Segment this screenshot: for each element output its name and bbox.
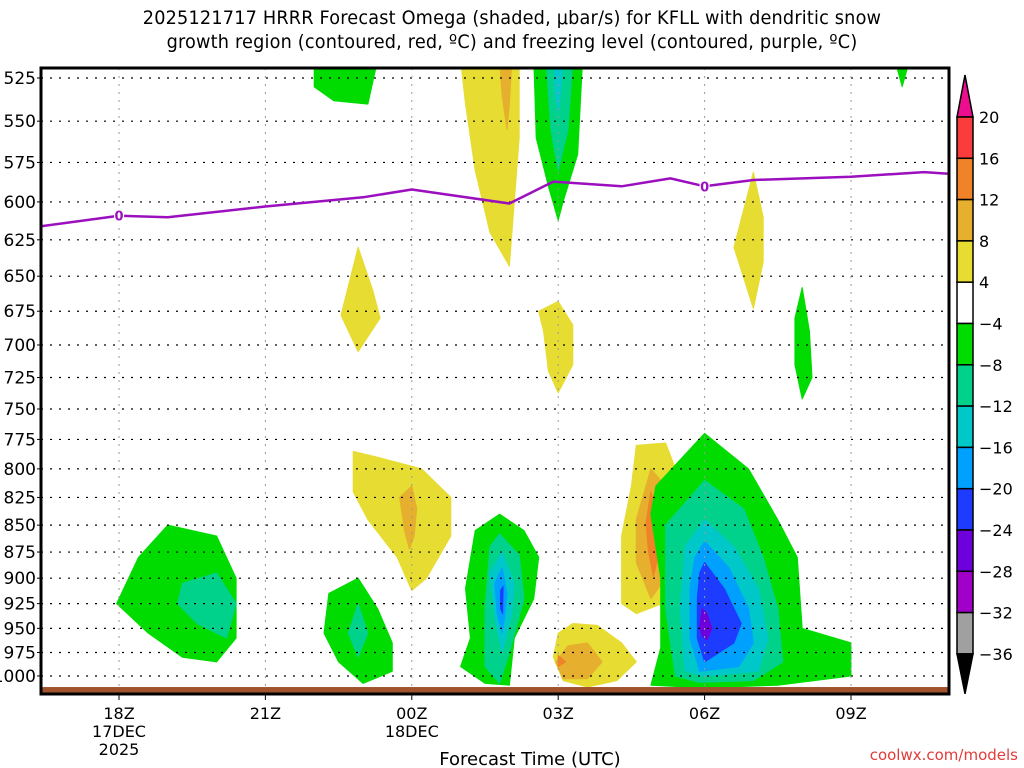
x-tick-label: 06Z [689, 704, 720, 723]
y-tick-label: 975 [4, 643, 36, 663]
y-tick-label: 575 [4, 153, 36, 173]
x-tick-label: 17DEC [92, 722, 146, 741]
colorbar-swatch [956, 529, 974, 573]
colorbar-tick-label: −36 [979, 645, 1013, 664]
freezing-level-label: 0 [700, 180, 709, 195]
x-tick-label: 18Z [103, 704, 134, 723]
x-tick-label: 18DEC [385, 722, 439, 741]
colorbar-bottom-arrow [956, 653, 974, 695]
plot-frame [39, 66, 951, 696]
omega-region-cyan-column-03z [553, 68, 564, 114]
freezing-level-label: 0 [114, 210, 123, 225]
y-tick-label: 925 [4, 595, 36, 615]
omega-region-yellow-0000z [352, 450, 452, 591]
omega-region-orange-0300z [555, 642, 603, 680]
y-tick-label: 725 [4, 369, 36, 389]
colorbar-swatch [956, 570, 974, 614]
colorbar-swatch [956, 198, 974, 242]
colorbar-tick-label: −20 [979, 480, 1013, 499]
colorbar-tick-label: −28 [979, 562, 1013, 581]
freezing-level-label-bg [699, 179, 710, 194]
y-tick-label: 950 [4, 619, 36, 639]
credit-link[interactable]: coolwx.com/models [870, 746, 1018, 764]
omega-region-teal-column-03z [546, 68, 573, 171]
y-tick-label: 750 [4, 400, 36, 420]
colorbar-tick-label: 8 [979, 232, 989, 251]
omega-region-yellow-diamond-23z [340, 246, 381, 353]
x-tick-label: 21Z [250, 704, 281, 723]
omega-region-yellow-diamond-07z [733, 171, 764, 309]
colorbar-tick-label: 20 [979, 108, 999, 127]
y-tick-label: 775 [4, 430, 36, 450]
colorbar-tick-label: −12 [979, 397, 1013, 416]
colorbar-swatch [956, 446, 974, 490]
y-tick-label: 550 [4, 112, 36, 132]
y-tick-label: 825 [4, 488, 36, 508]
y-tick-label: 600 [4, 193, 36, 213]
gridlines [41, 68, 949, 694]
omega-region-yellow-below-03z [538, 301, 574, 394]
x-tick-label: 03Z [543, 704, 574, 723]
colorbar-tick-label: 12 [979, 191, 999, 210]
colorbar-tick-label: −32 [979, 604, 1013, 623]
y-tick-label: 700 [4, 336, 36, 356]
y-tick-label: 525 [4, 69, 36, 89]
colorbar-swatch [956, 322, 974, 366]
colorbar-tick-label: −24 [979, 521, 1013, 540]
colorbar-swatch [956, 116, 974, 160]
colorbar-top-arrow [956, 74, 974, 118]
colorbar-tick-label: −8 [979, 356, 1003, 375]
colorbar-tick-label: 16 [979, 149, 999, 168]
x-axis-label: Forecast Time (UTC) [439, 749, 620, 768]
omega-region-green-top-right [896, 68, 908, 88]
y-tick-label: 675 [4, 302, 36, 322]
colorbar-swatch [956, 157, 974, 201]
y-axis: 525 550 575 600 625 650 675 700 725 750 775 800 825 8… [0, 69, 41, 687]
colorbar-swatch [956, 611, 974, 655]
terrain-fill [41, 687, 949, 694]
omega-region-orange-0000z [399, 485, 418, 550]
y-tick-label: 800 [4, 460, 36, 480]
omega-region-darkblue-0130z [500, 585, 504, 615]
colorbar-swatch [956, 240, 974, 283]
x-tick-label: 2025 [99, 740, 140, 759]
freezing-level-layer: 00 [41, 170, 949, 228]
colorbar-swatch [956, 364, 974, 407]
x-tick-label: 09Z [835, 704, 866, 723]
omega-region-green-upper-left [313, 68, 377, 105]
terrain-layer [41, 687, 949, 694]
freezing-level-label-bg [114, 208, 124, 223]
omega-region-teal-2230z [347, 603, 369, 658]
y-tick-label: 875 [4, 543, 36, 563]
colorbar-swatch [956, 281, 974, 325]
colorbar-tick-label: −4 [979, 315, 1003, 334]
colorbar: 20 16 12 8 4 −4 −8 −12 −16 −20 −24 −28 −32 −36 [956, 74, 1013, 695]
y-tick-label: 850 [4, 516, 36, 536]
y-tick-label: 900 [4, 569, 36, 589]
y-tick-label: 625 [4, 231, 36, 251]
chart-title-line2: growth region (contoured, red, ºC) and f… [166, 31, 858, 53]
chart-title-line1: 2025121717 HRRR Forecast Omega (shaded, … [142, 7, 882, 29]
freezing-level-line [41, 170, 949, 228]
omega-region-orange-tall-column [499, 68, 512, 131]
colorbar-tick-label: 4 [979, 273, 989, 292]
chart-title: 2025121717 HRRR Forecast Omega (shaded, … [36, 6, 988, 54]
x-tick-label: 00Z [396, 704, 427, 723]
colorbar-swatch [956, 487, 974, 531]
omega-region-green-sliver-08z [794, 287, 813, 400]
omega-shading-layer [116, 68, 908, 689]
y-tick-label: 650 [4, 267, 36, 287]
y-tick-label: 1000 [0, 667, 36, 687]
omega-region-purple-0600z [699, 608, 713, 641]
colorbar-swatch [956, 405, 974, 449]
colorbar-tick-label: −16 [979, 438, 1013, 457]
